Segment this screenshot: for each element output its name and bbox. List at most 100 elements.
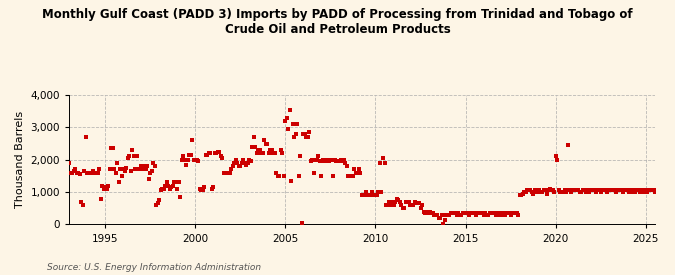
Point	[409, 200, 420, 204]
Point	[340, 161, 351, 165]
Point	[630, 190, 641, 194]
Point	[166, 185, 177, 189]
Point	[234, 164, 244, 168]
Point	[83, 170, 94, 175]
Point	[333, 159, 344, 164]
Point	[654, 190, 665, 194]
Point	[552, 158, 563, 162]
Point	[406, 203, 417, 207]
Point	[626, 190, 637, 194]
Point	[356, 193, 367, 197]
Point	[599, 188, 610, 193]
Point	[279, 174, 290, 178]
Point	[547, 188, 558, 193]
Point	[294, 174, 304, 178]
Point	[627, 188, 638, 193]
Point	[615, 188, 626, 193]
Point	[404, 203, 415, 207]
Point	[277, 151, 288, 155]
Point	[290, 132, 301, 136]
Point	[486, 211, 497, 215]
Point	[561, 190, 572, 194]
Point	[221, 170, 232, 175]
Point	[200, 153, 211, 157]
Point	[163, 183, 173, 188]
Point	[358, 193, 369, 197]
Point	[506, 213, 516, 217]
Point	[214, 149, 225, 154]
Point	[94, 167, 105, 172]
Point	[483, 213, 493, 217]
Point	[344, 174, 355, 178]
Point	[558, 190, 568, 194]
Point	[612, 188, 623, 193]
Point	[288, 122, 298, 126]
Point	[364, 193, 375, 197]
Point	[367, 190, 378, 194]
Point	[92, 170, 103, 175]
Point	[107, 146, 118, 151]
Point	[408, 203, 418, 207]
Point	[302, 135, 313, 139]
Point	[97, 183, 107, 188]
Point	[313, 154, 324, 159]
Point	[281, 116, 292, 120]
Point	[205, 151, 216, 155]
Point	[310, 158, 321, 162]
Point	[236, 161, 247, 165]
Point	[610, 190, 621, 194]
Point	[95, 196, 106, 201]
Point	[472, 211, 483, 215]
Point	[184, 153, 194, 157]
Point	[79, 169, 90, 173]
Point	[215, 154, 226, 159]
Point	[334, 159, 345, 164]
Point	[275, 148, 286, 152]
Point	[474, 211, 485, 215]
Point	[579, 188, 590, 193]
Point	[354, 167, 364, 172]
Point	[116, 174, 127, 178]
Point	[106, 146, 117, 151]
Point	[591, 190, 601, 194]
Point	[67, 170, 78, 175]
Point	[631, 188, 642, 193]
Point	[280, 119, 291, 123]
Point	[190, 158, 200, 162]
Point	[284, 107, 295, 112]
Point	[418, 209, 429, 214]
Point	[175, 195, 186, 199]
Point	[436, 213, 447, 217]
Point	[110, 170, 121, 175]
Point	[585, 188, 595, 193]
Point	[342, 164, 352, 168]
Point	[453, 211, 464, 215]
Point	[286, 178, 297, 183]
Point	[385, 203, 396, 207]
Point	[462, 211, 472, 215]
Point	[373, 190, 384, 194]
Point	[511, 211, 522, 215]
Point	[246, 159, 256, 164]
Point	[265, 148, 276, 152]
Point	[187, 138, 198, 142]
Point	[567, 188, 578, 193]
Point	[304, 130, 315, 134]
Point	[191, 158, 202, 162]
Point	[562, 143, 573, 147]
Point	[446, 211, 456, 215]
Point	[456, 213, 466, 217]
Point	[180, 158, 190, 162]
Point	[651, 188, 661, 193]
Point	[76, 200, 86, 205]
Point	[188, 158, 199, 162]
Point	[427, 211, 438, 215]
Point	[464, 211, 475, 215]
Point	[244, 158, 254, 162]
Point	[173, 180, 184, 185]
Point	[86, 170, 97, 175]
Point	[137, 164, 148, 168]
Point	[226, 167, 237, 172]
Point	[403, 200, 414, 204]
Point	[622, 188, 633, 193]
